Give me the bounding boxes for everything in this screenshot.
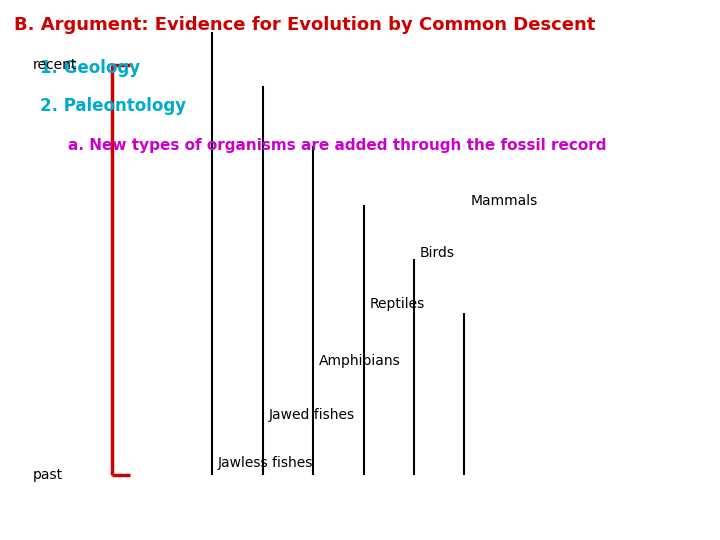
Text: Amphibians: Amphibians xyxy=(319,354,401,368)
Text: Reptiles: Reptiles xyxy=(369,297,425,311)
Text: recent: recent xyxy=(32,58,77,72)
Text: B. Argument: Evidence for Evolution by Common Descent: B. Argument: Evidence for Evolution by C… xyxy=(14,16,595,34)
Text: 1. Geology: 1. Geology xyxy=(40,59,140,77)
Text: Mammals: Mammals xyxy=(470,194,537,208)
Text: 2. Paleontology: 2. Paleontology xyxy=(40,97,186,115)
Text: Jawless fishes: Jawless fishes xyxy=(218,456,313,470)
Text: Jawed fishes: Jawed fishes xyxy=(269,408,355,422)
Text: Birds: Birds xyxy=(420,246,455,260)
Text: a. New types of organisms are added through the fossil record: a. New types of organisms are added thro… xyxy=(68,138,607,153)
Text: past: past xyxy=(32,468,63,482)
